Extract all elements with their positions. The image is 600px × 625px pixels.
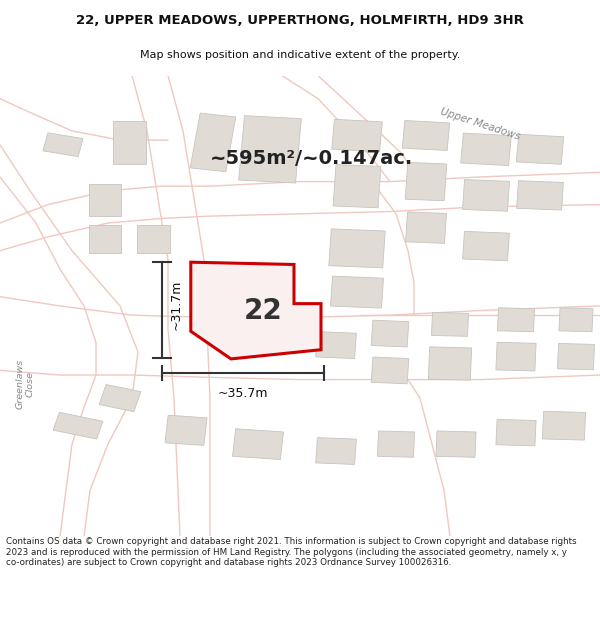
Polygon shape (377, 431, 415, 457)
Polygon shape (243, 319, 285, 349)
Polygon shape (371, 357, 409, 384)
Polygon shape (463, 231, 509, 261)
Polygon shape (89, 226, 121, 253)
Polygon shape (53, 412, 103, 439)
Polygon shape (496, 419, 536, 446)
Polygon shape (331, 276, 383, 308)
Text: Map shows position and indicative extent of the property.: Map shows position and indicative extent… (140, 50, 460, 60)
Polygon shape (559, 308, 593, 332)
Polygon shape (496, 342, 536, 371)
Polygon shape (137, 226, 170, 253)
Text: Greenlaws
Close: Greenlaws Close (16, 359, 35, 409)
Polygon shape (333, 164, 381, 208)
Polygon shape (89, 184, 121, 216)
Polygon shape (402, 121, 450, 151)
Polygon shape (239, 116, 301, 183)
Polygon shape (43, 133, 83, 157)
Text: ~35.7m: ~35.7m (218, 386, 268, 399)
Polygon shape (99, 384, 141, 412)
Polygon shape (431, 312, 469, 336)
Text: Upper Meadows: Upper Meadows (439, 106, 521, 142)
Polygon shape (463, 179, 509, 211)
Polygon shape (233, 429, 283, 459)
Polygon shape (557, 344, 595, 370)
Polygon shape (316, 438, 356, 464)
Polygon shape (542, 411, 586, 440)
Polygon shape (405, 162, 447, 201)
Polygon shape (516, 134, 564, 164)
Polygon shape (113, 121, 146, 164)
Polygon shape (165, 415, 207, 446)
Polygon shape (329, 229, 385, 268)
Text: 22, UPPER MEADOWS, UPPERTHONG, HOLMFIRTH, HD9 3HR: 22, UPPER MEADOWS, UPPERTHONG, HOLMFIRTH… (76, 14, 524, 27)
Text: ~31.7m: ~31.7m (169, 280, 182, 331)
Text: ~595m²/~0.147ac.: ~595m²/~0.147ac. (210, 149, 413, 168)
Polygon shape (239, 268, 289, 308)
Polygon shape (461, 133, 511, 166)
Polygon shape (316, 332, 356, 359)
Polygon shape (428, 347, 472, 380)
Polygon shape (332, 119, 382, 152)
Polygon shape (191, 262, 321, 359)
Polygon shape (190, 113, 236, 172)
Polygon shape (406, 212, 446, 243)
Polygon shape (517, 181, 563, 210)
Text: 22: 22 (244, 296, 283, 324)
Polygon shape (436, 431, 476, 457)
Polygon shape (497, 308, 535, 332)
Text: Contains OS data © Crown copyright and database right 2021. This information is : Contains OS data © Crown copyright and d… (6, 538, 577, 568)
Polygon shape (371, 320, 409, 347)
